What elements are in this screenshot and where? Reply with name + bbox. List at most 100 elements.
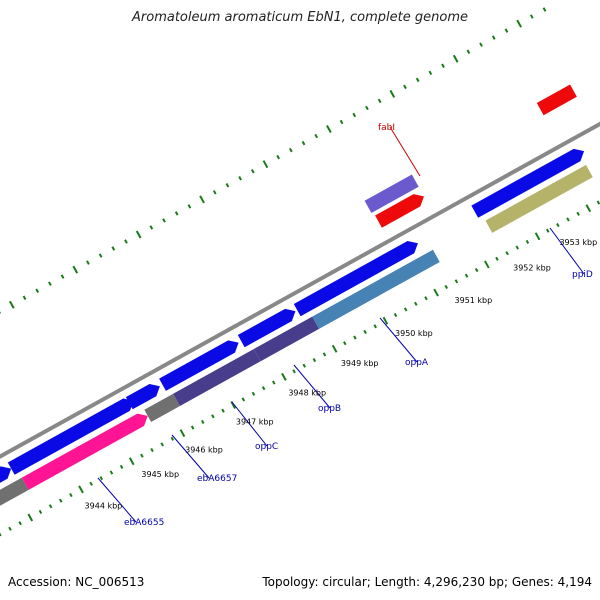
outer-tick (22, 295, 27, 300)
feature-track (0, 84, 593, 506)
inner-tick (69, 492, 73, 498)
outer-tick (452, 54, 459, 63)
inner-tick (89, 481, 93, 486)
inner-tick (0, 532, 2, 537)
feature-block (536, 84, 577, 116)
inner-tick (444, 284, 449, 289)
label-leader-lines (97, 126, 585, 523)
inner-tick (331, 344, 338, 353)
outer-tick (428, 70, 433, 76)
gene-label-ppiD: ppiD (572, 270, 593, 280)
inner-tick (474, 268, 479, 273)
inner-tick (312, 357, 317, 363)
leader-line (171, 434, 210, 479)
inner-tick (382, 316, 389, 325)
inner-tick (8, 526, 12, 531)
outer-tick (289, 147, 293, 153)
tick-label: 3953 kbp (559, 238, 597, 247)
feature-block (0, 466, 12, 483)
outer-tick (98, 253, 103, 258)
inner-tick (292, 369, 296, 374)
outer-tick (516, 19, 522, 28)
outer-tick (314, 133, 319, 139)
feature-block (144, 393, 180, 422)
inner-tick (230, 401, 237, 410)
inner-tick (534, 232, 541, 241)
feature-block (237, 308, 296, 348)
leader-line (379, 317, 418, 363)
leader-line (231, 401, 268, 447)
feature-block (159, 340, 239, 391)
outer-tick (326, 125, 332, 134)
inner-tick (545, 228, 550, 233)
inner-tick (241, 397, 246, 402)
inner-tick (179, 429, 186, 438)
inner-tick (38, 509, 43, 514)
gene-label-oppC: oppC (255, 442, 278, 452)
inner-tick (170, 436, 175, 441)
feature-block (375, 194, 424, 228)
inner-tick (48, 504, 53, 509)
outer-tick (441, 63, 445, 69)
genome-title: Aromatoleum aromaticum EbN1, complete ge… (132, 10, 468, 25)
inner-tick (201, 419, 205, 424)
inner-tick-track (0, 200, 600, 537)
tick-label: 3950 kbp (395, 329, 433, 338)
inner-tick (393, 312, 398, 318)
inner-tick (18, 521, 22, 526)
outer-tick (479, 42, 483, 47)
outer-tick (174, 211, 179, 216)
inner-tick (414, 301, 418, 306)
outer-tick (149, 225, 154, 230)
feature-block (485, 164, 593, 233)
gene-label-ebA6657: ebA6657 (197, 474, 237, 484)
inner-tick (160, 442, 164, 447)
inner-tick (484, 260, 490, 269)
outer-tick (238, 176, 242, 181)
inner-tick (302, 363, 306, 368)
inner-tick (251, 391, 256, 396)
feature-block (364, 174, 419, 213)
outer-tick (9, 300, 15, 309)
tick-label: 3944 kbp (85, 501, 123, 510)
outer-tick-track (0, 7, 547, 314)
tick-label: 3946 kbp (185, 446, 223, 455)
outer-tick (276, 154, 281, 160)
outer-tick (301, 140, 306, 146)
outer-tick (529, 14, 534, 19)
tick-label: 3947 kbp (236, 417, 274, 426)
outer-tick (135, 230, 142, 239)
inner-tick (343, 341, 347, 346)
inner-tick (464, 273, 469, 278)
inner-tick (353, 335, 357, 340)
inner-tick (403, 307, 408, 312)
feature-block (293, 240, 418, 317)
leader-line (293, 364, 331, 409)
inner-tick (433, 288, 439, 297)
inner-tick (140, 453, 144, 458)
tick-label: 3948 kbp (288, 388, 326, 397)
outer-tick (250, 168, 255, 174)
outer-tick (48, 281, 52, 286)
genome-backbone (0, 121, 600, 459)
inner-tick (556, 223, 560, 228)
outer-tick (542, 7, 547, 12)
inner-tick (119, 464, 124, 469)
tick-label: 3951 kbp (455, 296, 493, 305)
inner-tick (190, 425, 195, 430)
backbone-line (0, 121, 600, 459)
outer-tick (225, 183, 230, 188)
inner-tick (58, 498, 63, 503)
outer-tick (60, 274, 65, 279)
inner-tick (27, 513, 34, 522)
tick-labels: 3944 kbp 3945 kbp 3946 kbp 3947 kbp 3948 kbp… (85, 238, 598, 510)
genome-summary-text: Topology: circular; Length: 4,296,230 bp… (262, 575, 592, 589)
outer-tick (504, 28, 509, 33)
inner-tick (505, 251, 509, 256)
gene-label-ebA6655: ebA6655 (124, 518, 164, 528)
inner-tick (99, 476, 104, 481)
tick-label: 3945 kbp (141, 470, 179, 479)
outer-tick (86, 260, 90, 265)
inner-tick (515, 245, 520, 250)
